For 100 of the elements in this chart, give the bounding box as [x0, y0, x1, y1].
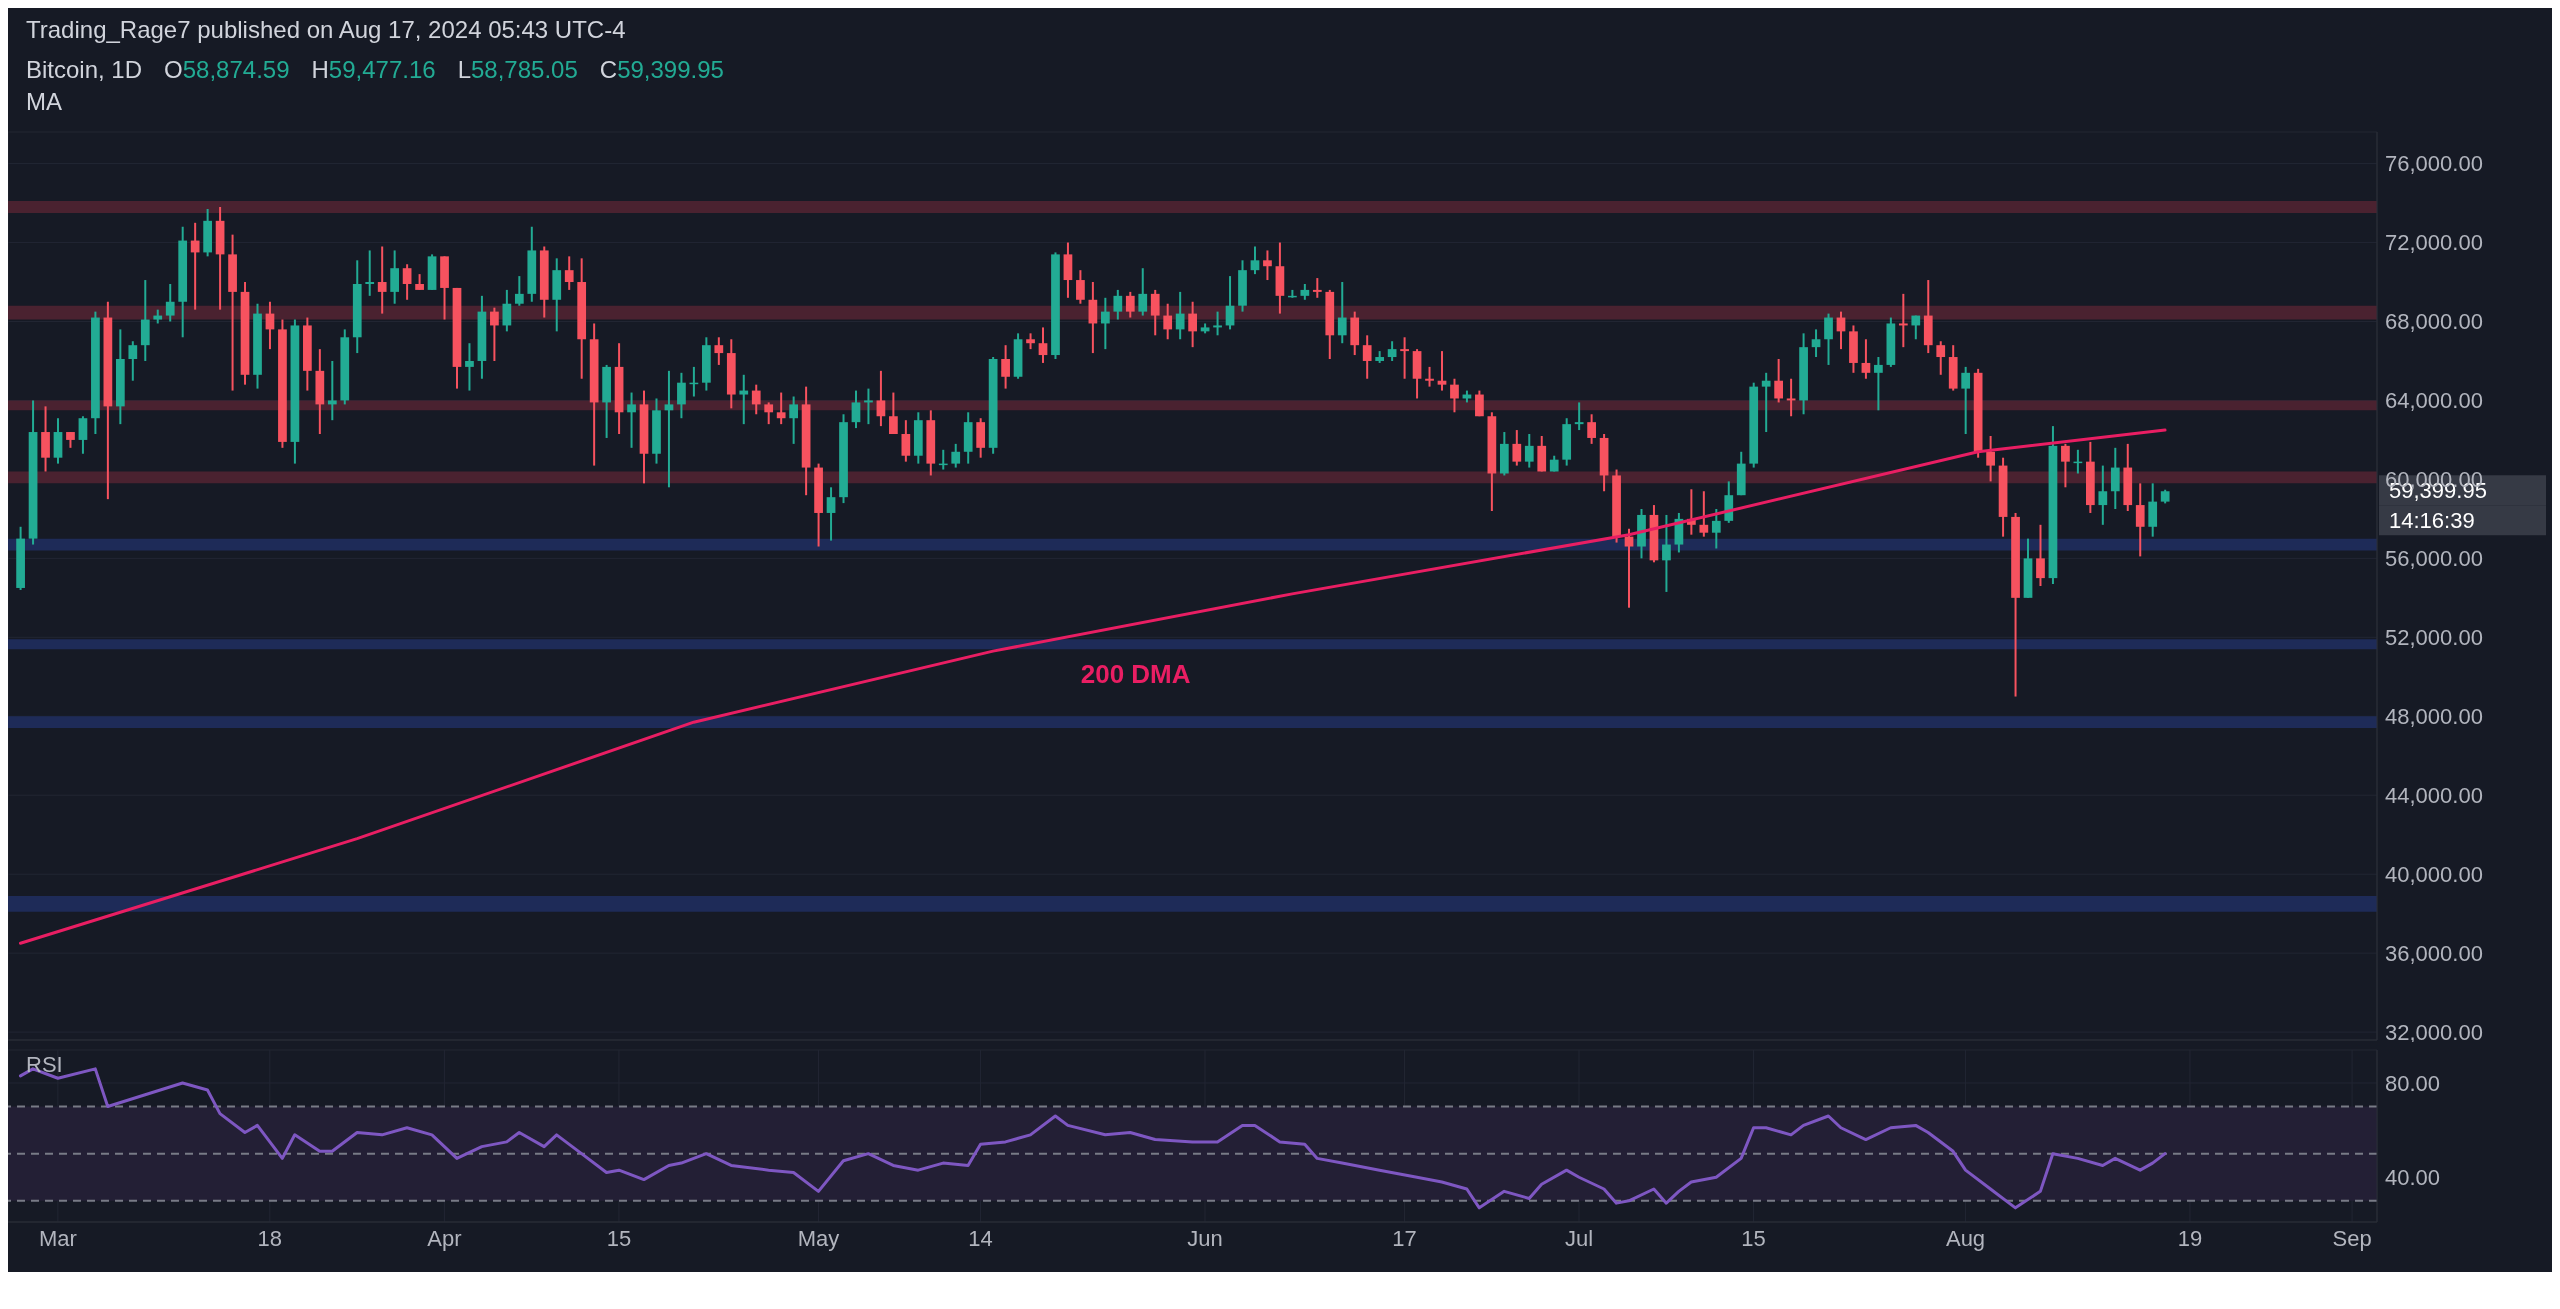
- x-tick-label: 17: [1392, 1225, 1417, 1251]
- y-tick-label: 48,000.00: [2385, 704, 2483, 730]
- candlestick: [951, 442, 961, 469]
- candlestick: [514, 275, 524, 307]
- chart-subtitle: Trading_Rage7 published on Aug 17, 2024 05:43 UTC-4: [26, 16, 627, 44]
- candlestick: [490, 306, 499, 362]
- candlestick: [1250, 245, 1260, 276]
- candlestick: [1662, 513, 1671, 593]
- candlestick: [764, 401, 774, 426]
- candlestick: [1624, 527, 1634, 609]
- candlestick: [627, 391, 636, 449]
- candlestick: [1986, 434, 1995, 483]
- y-tick-label: 64,000.00: [2385, 388, 2483, 414]
- candlestick: [1824, 312, 1833, 366]
- candlestick: [1524, 433, 1534, 469]
- chart-title: Bitcoin, 1D: [26, 56, 143, 84]
- candlestick: [1001, 344, 1010, 390]
- candlestick: [776, 391, 786, 426]
- x-tick-label: Mar: [38, 1225, 77, 1251]
- candlestick: [1387, 340, 1397, 362]
- y-tick-label: 44,000.00: [2385, 783, 2483, 809]
- candlestick: [1400, 336, 1409, 380]
- candlestick: [1936, 340, 1946, 376]
- candlestick: [402, 263, 412, 301]
- text: C59,399.95: [599, 56, 724, 84]
- candlestick: [1425, 365, 1434, 388]
- candlestick: [1874, 356, 1883, 412]
- candlestick: [1811, 328, 1821, 359]
- text: MA: [26, 88, 63, 116]
- candlestick: [1699, 490, 1709, 538]
- candlestick: [465, 342, 474, 392]
- candlestick: [390, 249, 400, 305]
- candlestick: [1761, 371, 1771, 434]
- candlestick: [751, 383, 761, 416]
- candlestick: [1512, 429, 1522, 467]
- text: L58,785.05: [457, 56, 578, 84]
- candlestick: [1188, 300, 1197, 349]
- candlestick: [1898, 292, 1908, 349]
- y-tick-label: 72,000.00: [2385, 230, 2483, 256]
- x-tick-label: Aug: [1945, 1225, 1986, 1251]
- candlestick: [2098, 464, 2108, 526]
- candlestick: [1961, 365, 1971, 436]
- candlestick: [365, 249, 375, 297]
- candlestick: [128, 340, 138, 382]
- y-tick-label: 40.00: [2385, 1165, 2441, 1191]
- candlestick: [851, 389, 861, 430]
- candlestick: [1150, 288, 1160, 337]
- x-tick-label: Sep: [2332, 1225, 2372, 1251]
- text: 14:16:39: [2389, 508, 2475, 534]
- x-tick-label: 19: [2177, 1225, 2203, 1251]
- x-tick-label: Apr: [427, 1225, 462, 1251]
- x-tick-label: Jun: [1187, 1225, 1223, 1251]
- candlestick: [2061, 442, 2070, 489]
- candlestick: [1138, 267, 1148, 317]
- candlestick: [826, 486, 836, 542]
- candlestick: [889, 391, 898, 436]
- x-tick-label: 15: [606, 1225, 632, 1251]
- candlestick: [165, 282, 175, 323]
- candlestick: [1362, 334, 1372, 380]
- y-tick-label: 36,000.00: [2385, 940, 2483, 966]
- candlestick: [1574, 401, 1584, 432]
- y-tick-label: 56,000.00: [2385, 546, 2483, 572]
- y-tick-label: 76,000.00: [2385, 151, 2483, 177]
- candlestick: [1587, 413, 1596, 445]
- candlestick: [677, 371, 686, 420]
- candlestick: [377, 245, 387, 315]
- candlestick: [1163, 302, 1173, 341]
- candlestick: [1312, 277, 1322, 299]
- series-label: 200 DMA: [1080, 659, 1191, 690]
- candlestick: [1711, 508, 1721, 550]
- candlestick: [1038, 326, 1048, 364]
- candlestick: [1437, 350, 1447, 392]
- text: O58,874.59: [164, 56, 290, 84]
- candlestick: [1076, 269, 1085, 305]
- chart-title: RSI: [26, 1052, 63, 1078]
- x-tick-label: 15: [1741, 1225, 1766, 1251]
- candlestick: [1450, 377, 1459, 414]
- candlestick: [78, 415, 88, 455]
- candlestick: [1786, 377, 1796, 418]
- line-series: [18, 428, 2167, 945]
- candlestick: [876, 369, 886, 428]
- text: H59,477.16: [311, 56, 436, 84]
- candlestick: [2135, 482, 2145, 558]
- candlestick: [864, 387, 873, 426]
- x-tick-label: May: [797, 1225, 840, 1251]
- y-tick-label: 68,000.00: [2385, 309, 2483, 335]
- y-tick-label: 52,000.00: [2385, 625, 2483, 651]
- candlestick: [1337, 281, 1347, 345]
- candlestick: [2110, 446, 2120, 511]
- candlestick: [1100, 296, 1110, 351]
- x-tick-label: 14: [968, 1225, 993, 1251]
- candlestick: [327, 359, 337, 422]
- x-tick-label: Jul: [1564, 1225, 1594, 1251]
- candlestick: [1475, 389, 1484, 418]
- candlestick: [1861, 338, 1871, 380]
- candlestick: [714, 336, 724, 366]
- candlestick: [2036, 523, 2045, 587]
- candlestick: [1175, 290, 1185, 341]
- y-tick-label: 40,000.00: [2385, 862, 2483, 887]
- candlestick: [789, 395, 798, 445]
